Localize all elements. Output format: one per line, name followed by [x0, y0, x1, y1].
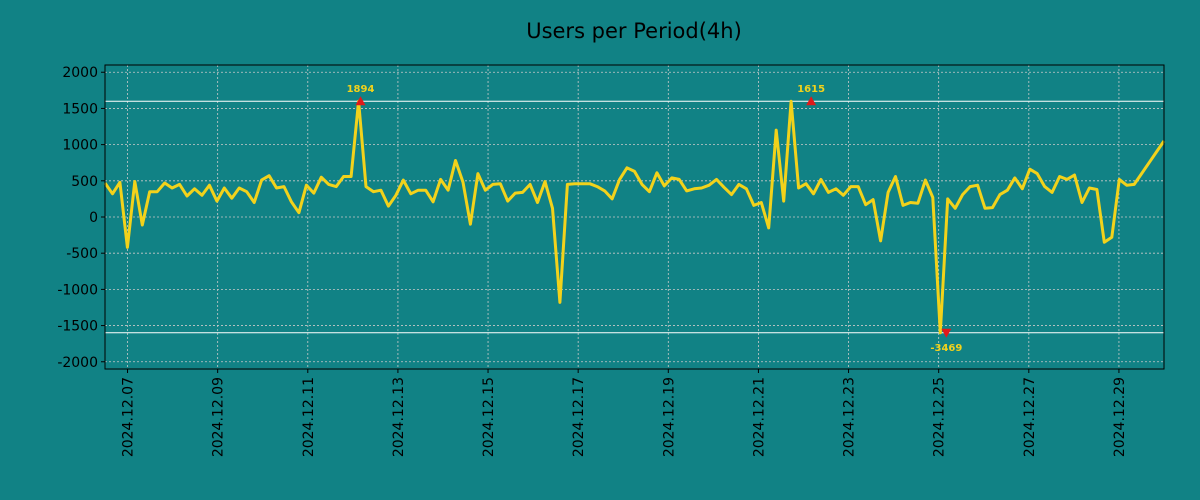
x-tick-label: 2024.12.29 — [1112, 377, 1128, 457]
x-tick-label: 2024.12.15 — [481, 377, 497, 457]
peak-label: 1894 — [347, 84, 375, 95]
x-tick-label: 2024.12.23 — [842, 377, 858, 457]
x-tick-label: 2024.12.07 — [121, 377, 137, 457]
peak-marker — [355, 96, 366, 106]
x-tick-label: 2024.12.13 — [391, 377, 407, 457]
y-tick-label: -2000 — [57, 355, 98, 371]
x-tick-label: 2024.12.27 — [1022, 377, 1038, 457]
annotations: 1894 1615 -3469 — [347, 84, 963, 354]
x-tick-label: 2024.12.11 — [301, 377, 317, 457]
y-tick-label: 500 — [71, 174, 98, 190]
x-tick-label: 2024.12.19 — [661, 377, 677, 457]
y-axis: 2000 1500 1000 500 0 -500 -1000 -1500 -2000 — [57, 65, 105, 371]
series-line — [103, 99, 1166, 335]
peak-label: 1615 — [797, 84, 825, 95]
y-tick-label: 0 — [89, 210, 98, 226]
x-tick-label: 2024.12.21 — [751, 377, 767, 457]
y-tick-label: -500 — [66, 246, 98, 262]
reference-lines — [105, 100, 1164, 334]
x-tick-label: 2024.12.25 — [932, 377, 948, 457]
y-tick-label: -1500 — [57, 319, 98, 335]
peak-marker — [806, 96, 817, 106]
y-tick-label: 1000 — [62, 138, 98, 154]
series-group — [103, 99, 1166, 335]
chart-title: Users per Period(4h) — [526, 19, 742, 43]
trough-label: -3469 — [930, 343, 962, 354]
y-tick-label: 1500 — [62, 101, 98, 117]
x-axis: 2024.12.07 2024.12.09 2024.12.11 2024.12.13… — [121, 369, 1128, 457]
x-tick-label: 2024.12.09 — [211, 377, 227, 457]
trough-marker — [941, 328, 952, 338]
y-tick-label: -1000 — [57, 282, 98, 298]
y-tick-label: 2000 — [62, 65, 98, 81]
grid — [105, 65, 1164, 369]
x-tick-label: 2024.12.17 — [571, 377, 587, 457]
